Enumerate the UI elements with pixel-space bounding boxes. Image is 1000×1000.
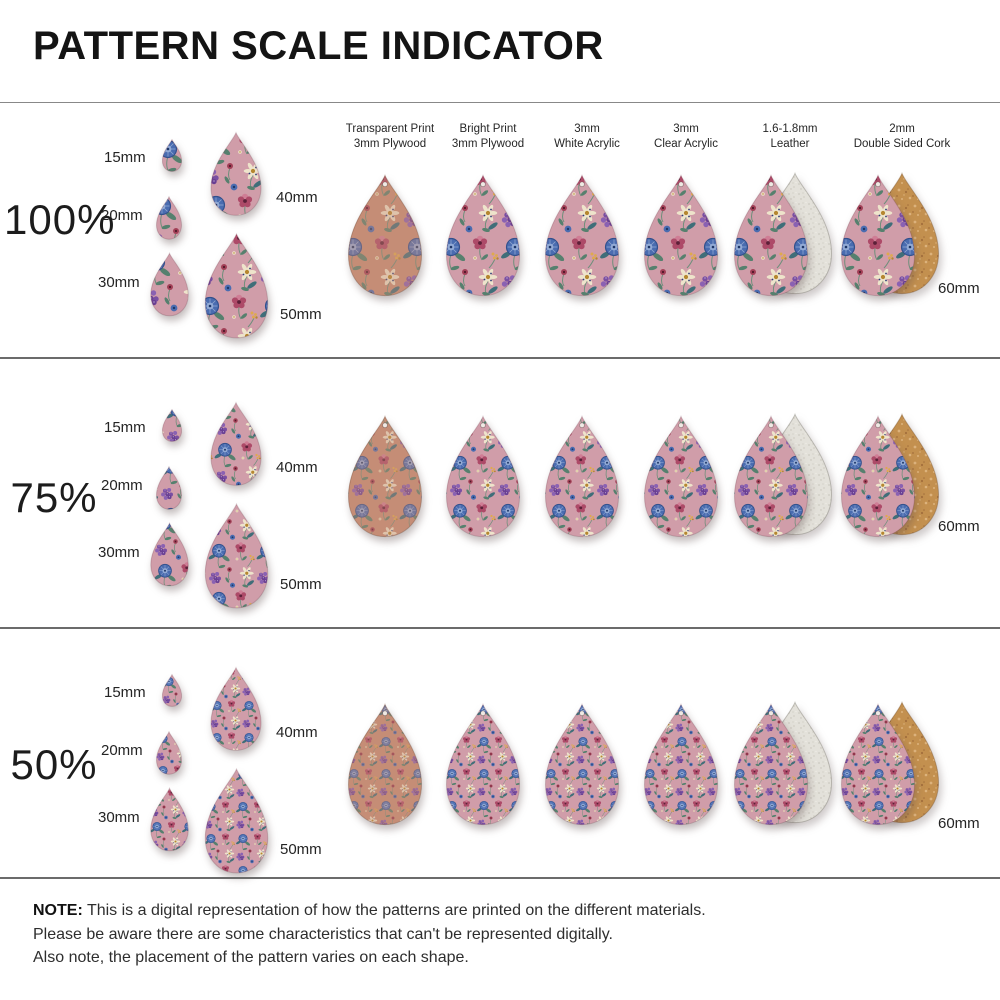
column-header-clear-acrylic: 3mm Clear Acrylic (654, 123, 718, 150)
teardrop-60mm-clear-acrylic (643, 173, 719, 298)
footer-divider (0, 877, 1000, 879)
size-label-20mm: 20mm (101, 477, 143, 494)
size-label-30mm: 30mm (98, 544, 140, 561)
teardrop-50mm (204, 232, 269, 340)
teardrop-60mm-cork-front (840, 173, 916, 298)
note-line-3: Also note, the placement of the pattern … (33, 949, 469, 966)
size-label-40mm: 40mm (276, 189, 318, 206)
teardrop-15mm (162, 409, 182, 442)
teardrop-50mm (204, 767, 269, 875)
size-label-50mm: 50mm (280, 306, 322, 323)
teardrop-20mm (156, 196, 182, 240)
column-header-leather: 1.6-1.8mm Leather (762, 123, 818, 150)
teardrop-60mm-bright-plywood (445, 173, 521, 298)
teardrop-60mm-cork-front (840, 702, 916, 827)
size-label-20mm: 20mm (101, 742, 143, 759)
note-line-1: NOTE: This is a digital representation o… (33, 902, 706, 919)
section-divider-1 (0, 357, 1000, 359)
section-divider-2 (0, 627, 1000, 629)
teardrop-30mm (150, 522, 189, 587)
teardrop-50mm (204, 502, 269, 610)
teardrop-40mm (210, 401, 262, 487)
teardrop-15mm (162, 139, 182, 172)
teardrop-40mm (210, 666, 262, 752)
size-label-40mm: 40mm (276, 724, 318, 741)
teardrop-60mm-leather-front (733, 702, 809, 827)
teardrop-60mm-white-acrylic (544, 414, 620, 539)
scale-label-50: 50% (10, 741, 98, 788)
note-line-2: Please be aware there are some character… (33, 925, 613, 943)
size-label-50mm: 50mm (280, 841, 322, 858)
size-label-30mm: 30mm (98, 809, 140, 826)
teardrop-20mm (156, 731, 182, 775)
teardrop-30mm (150, 787, 189, 852)
size-label-15mm: 15mm (104, 419, 146, 436)
page-title: PATTERN SCALE INDICATOR (33, 24, 604, 68)
teardrop-60mm-bright-plywood (445, 702, 521, 827)
teardrop-60mm-transparent-plywood (347, 414, 423, 539)
size-label-50mm: 50mm (280, 576, 322, 593)
column-header-bright-plywood: Bright Print 3mm Plywood (451, 123, 525, 150)
size-label-60mm: 60mm (938, 815, 980, 832)
teardrop-60mm-leather-front (733, 414, 809, 539)
size-label-15mm: 15mm (104, 684, 146, 701)
teardrop-60mm-bright-plywood (445, 414, 521, 539)
scale-label-75: 75% (10, 474, 98, 521)
size-label-20mm: 20mm (101, 207, 143, 224)
teardrop-60mm-clear-acrylic (643, 414, 719, 539)
teardrop-30mm (150, 252, 189, 317)
teardrop-15mm (162, 674, 182, 707)
teardrop-20mm (156, 466, 182, 510)
teardrop-60mm-transparent-plywood (347, 173, 423, 298)
column-header-white-acrylic: 3mm White Acrylic (554, 123, 620, 150)
teardrop-60mm-white-acrylic (544, 173, 620, 298)
column-header-transparent-plywood: Transparent Print 3mm Plywood (345, 123, 435, 150)
teardrop-40mm (210, 131, 262, 217)
teardrop-60mm-leather-front (733, 173, 809, 298)
size-label-30mm: 30mm (98, 274, 140, 291)
size-label-15mm: 15mm (104, 149, 146, 166)
teardrop-60mm-white-acrylic (544, 702, 620, 827)
size-label-60mm: 60mm (938, 280, 980, 297)
teardrop-60mm-clear-acrylic (643, 702, 719, 827)
teardrop-60mm-cork-front (840, 414, 916, 539)
size-label-60mm: 60mm (938, 518, 980, 535)
column-header-cork: 2mm Double Sided Cork (853, 123, 951, 150)
footer-note: NOTE: This is a digital representation o… (33, 899, 706, 970)
header-divider (0, 102, 1000, 103)
scale-label-100: 100% (4, 196, 116, 243)
note-label: NOTE: (33, 902, 83, 919)
size-label-40mm: 40mm (276, 459, 318, 476)
teardrop-60mm-transparent-plywood (347, 702, 423, 827)
